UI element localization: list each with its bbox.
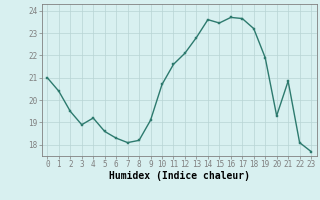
- X-axis label: Humidex (Indice chaleur): Humidex (Indice chaleur): [109, 171, 250, 181]
